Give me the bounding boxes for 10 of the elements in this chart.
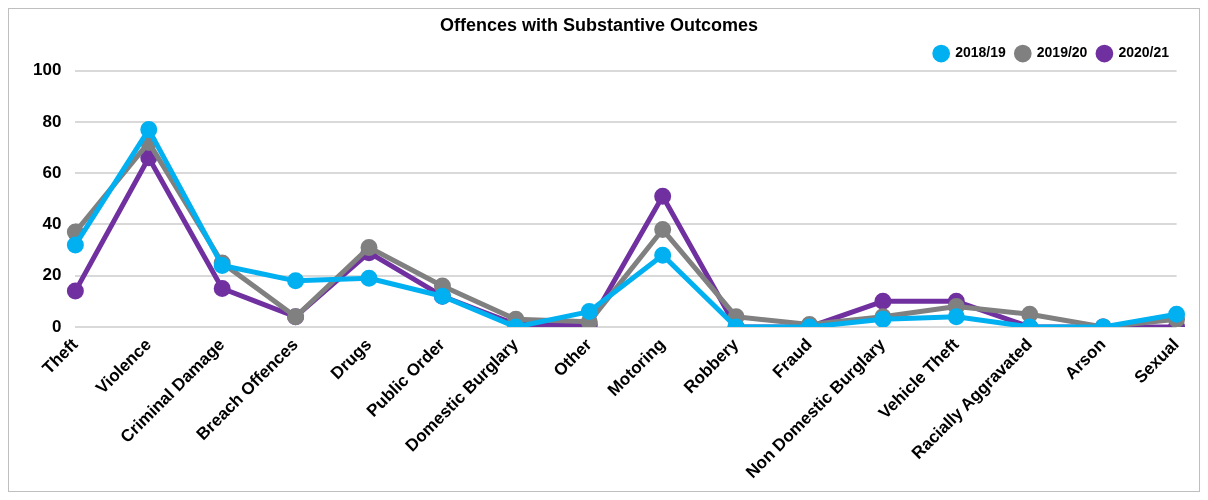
chart-title: Offences with Substantive Outcomes <box>439 14 759 35</box>
y-tick-label: 60 <box>42 162 62 182</box>
y-tick-label: 80 <box>42 111 62 131</box>
y-tick-label: 0 <box>51 316 62 336</box>
y-tick-label: 100 <box>32 60 62 80</box>
legend-label: 2018/19 <box>955 44 1006 61</box>
y-tick-label: 40 <box>42 214 62 234</box>
legend-label: 2019/20 <box>1036 44 1088 61</box>
y-tick-label: 20 <box>42 265 62 285</box>
legend-label: 2020/21 <box>1118 44 1170 61</box>
